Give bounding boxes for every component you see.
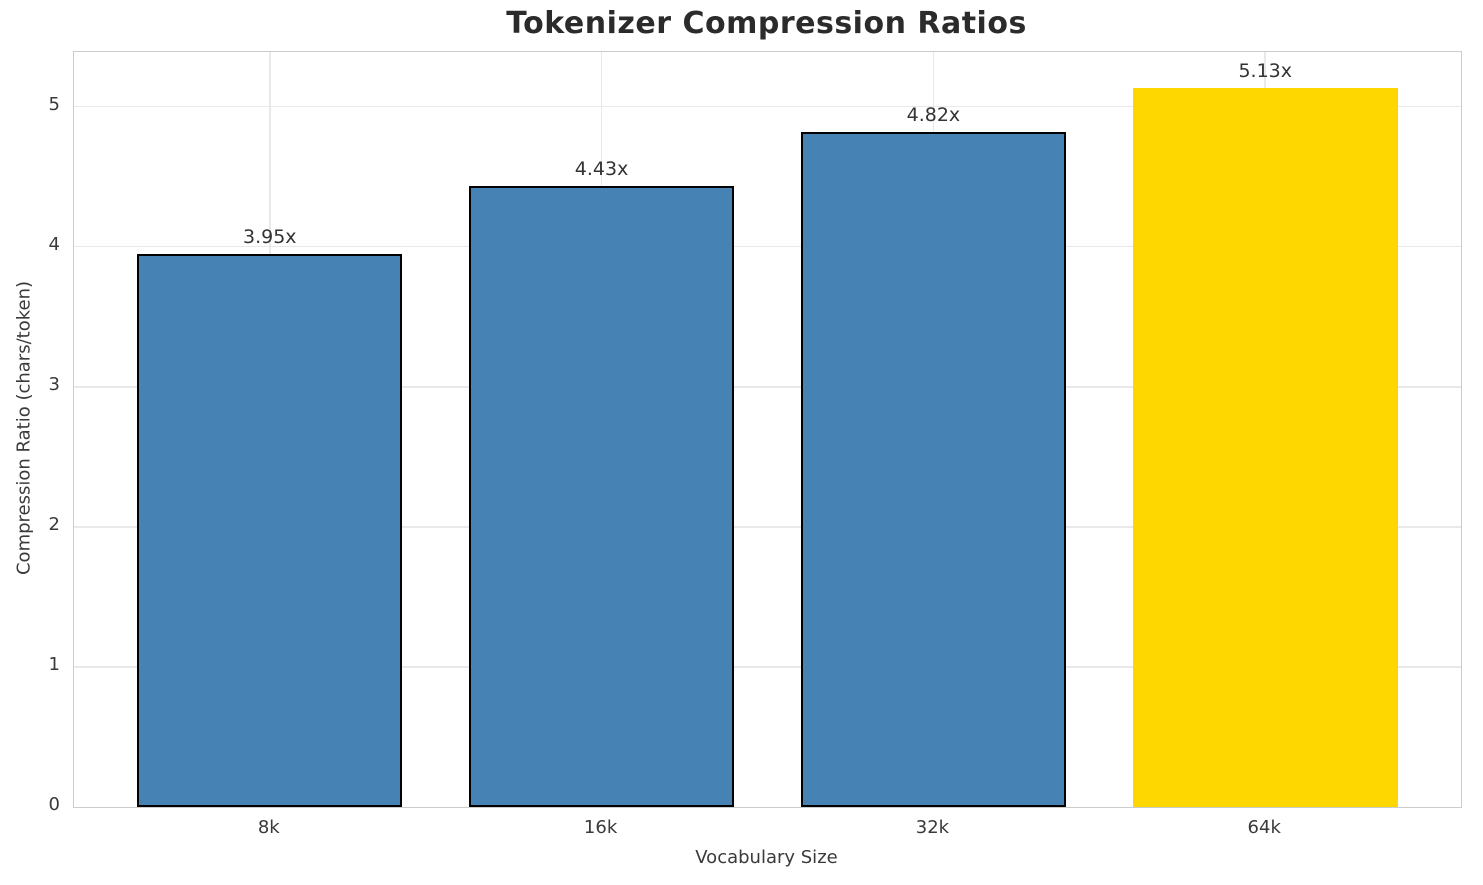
chart-title: Tokenizer Compression Ratios [506,6,1027,41]
bar [800,131,1067,807]
x-axis-label: Vocabulary Size [695,847,838,868]
x-tick-label: 32k [915,817,950,838]
bar-value-label: 5.13x [1238,60,1292,83]
y-tick-label: 1 [48,653,60,675]
gridline-h [74,245,1461,248]
bar [1132,88,1398,807]
gridline-h [74,105,1461,108]
y-tick-label: 2 [48,513,60,535]
bar-value-label: 3.95x [242,225,297,248]
x-tick-label: 8k [257,817,280,838]
bar [137,253,403,807]
y-tick-label: 3 [48,373,60,395]
y-tick-label: 0 [48,794,60,815]
y-tick-label: 4 [48,233,60,255]
plot-area: 3.95x 4.43x 4.82x 5.13x [73,51,1462,808]
gridline-h [74,666,1461,668]
y-axis-label: Compression Ratio (chars/token) [13,280,35,576]
gridline-h [74,386,1461,388]
bar-value-label: 4.82x [906,103,961,126]
bar [468,186,735,807]
gridline-h [74,526,1461,528]
bar-value-label: 4.43x [574,158,629,181]
x-tick-label: 64k [1247,817,1281,838]
y-tick-label: 5 [48,93,60,115]
x-tick-label: 16k [583,817,618,838]
